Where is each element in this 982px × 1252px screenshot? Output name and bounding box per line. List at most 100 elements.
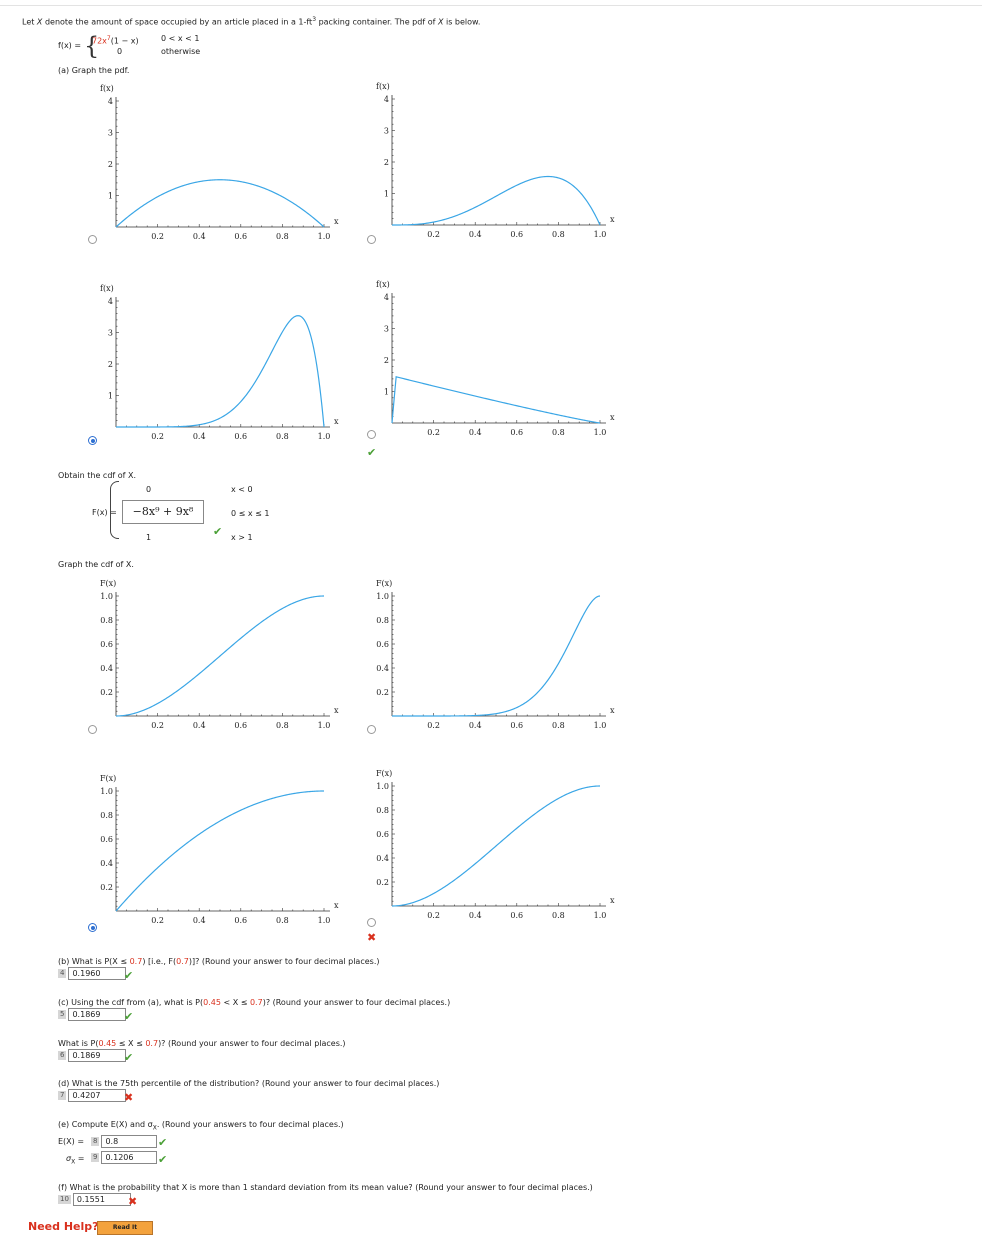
ex-label: E(X) = <box>58 1137 85 1146</box>
cdf-brace <box>110 481 119 539</box>
read-it-button[interactable]: Read It <box>97 1221 153 1235</box>
top-divider <box>0 5 982 6</box>
x-axis-label: x <box>610 413 615 422</box>
answer-input[interactable]: 0.1869 <box>68 1049 127 1062</box>
ex-correct-icon: ✔ <box>158 1136 168 1149</box>
y-tick-label: 2 <box>108 360 113 369</box>
y-tick-label: 0.8 <box>376 616 389 625</box>
x-tick-label: 0.4 <box>193 721 206 730</box>
ex-question-number: 8 <box>91 1137 100 1146</box>
curve-line <box>392 595 601 717</box>
cdf-answer-input[interactable]: −8x⁹ + 9x⁸ <box>122 500 204 524</box>
cdf-row3-condition: x > 1 <box>231 533 253 542</box>
y-axis-label: f(x) <box>100 84 114 93</box>
sd-answer-input[interactable]: 0.1206 <box>101 1151 158 1164</box>
problem-statement: Let X denote the amount of space occupie… <box>22 16 481 27</box>
question-prompt: (b) What is P(X ≤ 0.7) [i.e., F(0.7)]? (… <box>58 957 380 966</box>
x-tick-label: 1.0 <box>318 432 331 441</box>
x-tick-label: 0.4 <box>193 232 206 241</box>
sd-label: σX = <box>66 1154 85 1166</box>
y-tick-label: 1.0 <box>376 592 389 601</box>
curve-line <box>391 376 601 424</box>
y-axis-label: f(x) <box>376 280 390 289</box>
x-tick-label: 0.6 <box>510 428 523 437</box>
pdf-option-radio-3[interactable] <box>88 436 97 445</box>
question-number: 5 <box>58 1010 67 1019</box>
x-tick-label: 0.6 <box>510 721 523 730</box>
cdf-graph-4: 0.2 0.4 0.6 0.8 1.0 0.2 0.4 0.6 0.8 1.0 F(x) x <box>376 769 615 920</box>
wrong-cross-icon: ✖ <box>124 1091 134 1104</box>
part-f-answer-input[interactable]: 0.1551 <box>72 1193 131 1206</box>
pdf-graph-1: 0.2 0.4 0.6 0.8 1.0 1 2 3 4 f(x) x <box>100 84 339 241</box>
x-axis-label: x <box>334 901 339 910</box>
x-tick-label: 0.6 <box>234 721 247 730</box>
ex-answer-input[interactable]: 0.8 <box>101 1135 158 1148</box>
x-tick-label: 1.0 <box>318 916 331 925</box>
y-tick-label: 1.0 <box>376 782 389 791</box>
pdf-brace: { <box>84 32 100 60</box>
y-axis-label: f(x) <box>100 284 114 293</box>
pdf-option-radio-1[interactable] <box>88 235 97 244</box>
pdf-row2-expression: 0 <box>117 47 123 56</box>
curve-line <box>392 175 601 226</box>
answer-input[interactable]: 0.4207 <box>68 1089 127 1102</box>
question-number: 4 <box>58 969 67 978</box>
x-tick-label: 0.4 <box>469 230 482 239</box>
y-tick-label: 0.4 <box>100 859 113 868</box>
pdf-option-radio-2[interactable] <box>367 235 376 244</box>
part-e-prompt: (e) Compute E(X) and σX. (Round your ans… <box>58 1120 344 1132</box>
cdf-option-radio-4[interactable] <box>367 918 376 927</box>
y-tick-label: 1 <box>108 192 113 201</box>
y-tick-label: 0.6 <box>376 830 389 839</box>
pdf-graph-3: 0.2 0.4 0.6 0.8 1.0 1 2 3 4 f(x) x <box>100 284 339 441</box>
x-tick-label: 1.0 <box>318 232 331 241</box>
answer-row: 6 0.1869 <box>58 1049 127 1062</box>
cdf-obtain-label: Obtain the cdf of X. <box>58 471 137 480</box>
y-tick-label: 3 <box>108 129 113 138</box>
y-axis-label: F(x) <box>100 579 116 588</box>
x-tick-label: 0.8 <box>276 916 289 925</box>
x-axis-label: x <box>610 896 615 905</box>
sd-answer-row: 9 0.1206 <box>91 1151 158 1164</box>
y-tick-label: 0.6 <box>376 640 389 649</box>
curve-line <box>115 790 324 912</box>
cdf-option-radio-1[interactable] <box>88 725 97 734</box>
x-tick-label: 0.2 <box>151 916 164 925</box>
ex-answer-row: 8 0.8 <box>91 1135 158 1148</box>
y-tick-label: 3 <box>384 325 389 334</box>
y-axis-label: F(x) <box>100 774 116 783</box>
cdf-option-radio-2[interactable] <box>367 725 376 734</box>
x-tick-label: 1.0 <box>594 911 607 920</box>
y-tick-label: 2 <box>108 160 113 169</box>
correct-check-icon: ✔ <box>124 969 134 982</box>
y-tick-label: 1.0 <box>100 787 113 796</box>
x-tick-label: 0.2 <box>427 230 440 239</box>
x-tick-label: 0.4 <box>193 432 206 441</box>
curve-line <box>116 315 325 428</box>
answer-input[interactable]: 0.1960 <box>68 967 127 980</box>
x-axis-label: x <box>610 215 615 224</box>
cdf-row1-condition: x < 0 <box>231 485 253 494</box>
need-help-label: Need Help? <box>28 1220 99 1233</box>
x-tick-label: 1.0 <box>594 428 607 437</box>
x-tick-label: 0.6 <box>510 911 523 920</box>
pdf-row2-condition: otherwise <box>161 47 201 56</box>
y-tick-label: 0.2 <box>376 688 389 697</box>
x-tick-label: 1.0 <box>318 721 331 730</box>
question-prompt: (d) What is the 75th percentile of the d… <box>58 1079 440 1088</box>
x-tick-label: 1.0 <box>594 721 607 730</box>
answer-input[interactable]: 0.1869 <box>68 1008 127 1021</box>
part-f-answer-row: 10 0.1551 <box>58 1193 131 1206</box>
y-tick-label: 2 <box>384 158 389 167</box>
y-tick-label: 3 <box>108 329 113 338</box>
pdf-option-radio-4[interactable] <box>367 430 376 439</box>
y-tick-label: 4 <box>384 293 389 302</box>
y-tick-label: 0.6 <box>100 640 113 649</box>
cdf-option-radio-3[interactable] <box>88 923 97 932</box>
y-tick-label: 0.8 <box>100 811 113 820</box>
x-tick-label: 0.2 <box>151 432 164 441</box>
y-tick-label: 0.2 <box>100 688 113 697</box>
x-tick-label: 0.8 <box>552 911 565 920</box>
x-tick-label: 0.4 <box>469 428 482 437</box>
cdf-graph-label: Graph the cdf of X. <box>58 560 134 569</box>
